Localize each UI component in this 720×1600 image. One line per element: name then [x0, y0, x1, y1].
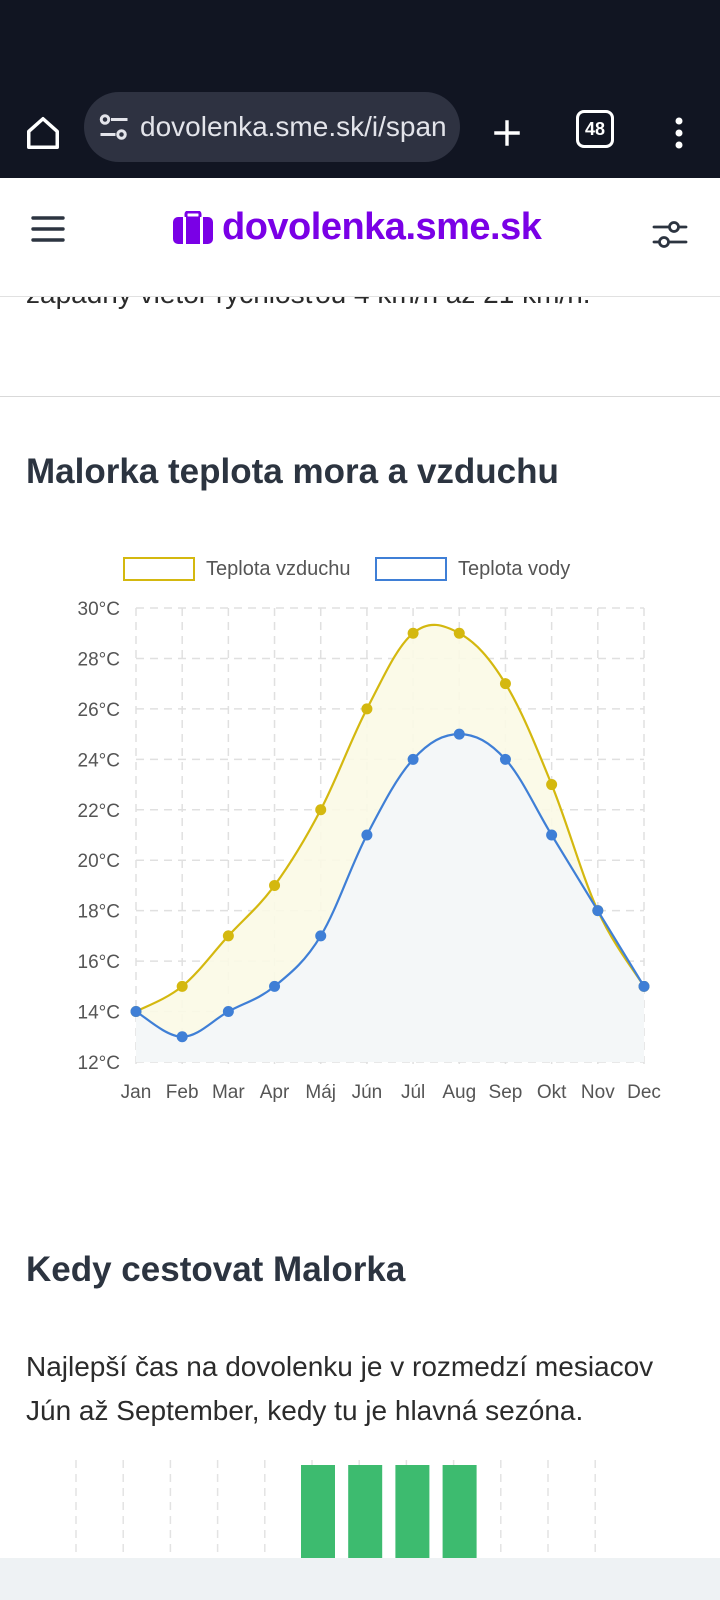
data-point — [407, 627, 419, 639]
logo-text: dovolenka.sme.sk — [222, 206, 542, 248]
filter-settings-icon[interactable] — [652, 218, 688, 252]
suitcase-icon — [173, 210, 213, 244]
data-point — [361, 829, 373, 841]
site-settings-icon[interactable] — [96, 109, 132, 145]
y-tick-label: 28°C — [78, 649, 120, 670]
x-tick-label: Nov — [581, 1082, 615, 1103]
data-point — [453, 627, 465, 639]
series-area-1 — [136, 734, 644, 1062]
site-logo[interactable]: dovolenka.sme.sk — [172, 206, 542, 249]
tab-switcher-button[interactable]: 48 — [576, 110, 614, 148]
bottom-band — [0, 1558, 720, 1600]
season-bar — [442, 1465, 477, 1560]
legend-swatch — [375, 557, 447, 581]
y-tick-label: 12°C — [78, 1053, 120, 1074]
section-divider — [0, 396, 720, 397]
data-point — [130, 1006, 142, 1018]
home-button[interactable] — [20, 110, 66, 156]
data-point — [269, 879, 281, 891]
season-bar — [348, 1465, 383, 1560]
data-point — [222, 1006, 234, 1018]
data-point — [592, 905, 604, 917]
y-tick-label: 16°C — [78, 952, 120, 973]
y-tick-label: 30°C — [78, 599, 120, 620]
y-tick-label: 20°C — [78, 851, 120, 872]
x-tick-label: Dec — [627, 1082, 661, 1103]
browser-menu-button[interactable] — [664, 108, 694, 158]
chart-section-title: Malorka teplota mora a vzduchu — [26, 452, 559, 491]
data-point — [176, 1031, 188, 1043]
season-chart — [0, 1460, 720, 1560]
x-tick-label: Okt — [537, 1082, 567, 1103]
y-tick-label: 22°C — [78, 801, 120, 822]
status-bar-area — [0, 0, 720, 88]
y-tick-label: 26°C — [78, 700, 120, 721]
x-tick-label: Apr — [260, 1082, 290, 1103]
data-point — [499, 678, 511, 690]
season-bar — [395, 1465, 430, 1560]
more-vert-icon — [675, 117, 683, 149]
data-point — [407, 753, 419, 765]
x-tick-label: Jún — [352, 1082, 383, 1103]
travel-section-title: Kedy cestovat Malorka — [26, 1250, 406, 1289]
x-tick-label: Mar — [212, 1082, 245, 1103]
x-tick-label: Feb — [166, 1082, 199, 1103]
data-point — [499, 753, 511, 765]
hamburger-menu-icon[interactable] — [30, 213, 66, 245]
legend-label: Teplota vody — [458, 558, 570, 580]
data-point — [361, 703, 373, 715]
address-bar[interactable]: dovolenka.sme.sk/i/span — [84, 92, 460, 162]
x-tick-label: Aug — [442, 1082, 476, 1103]
data-point — [546, 779, 558, 791]
temperature-chart: 12°C 14°C 16°C 18°C 20°C 22°C 24°C 26°C 28°C 30°C… — [0, 540, 720, 1120]
home-icon — [27, 117, 59, 149]
url-text[interactable]: dovolenka.sme.sk/i/span — [140, 111, 447, 142]
temperature-chart-svg: 12°C 14°C 16°C 18°C 20°C 22°C 24°C 26°C 28°C 30°C… — [78, 557, 661, 1103]
data-point — [315, 930, 327, 942]
season-chart-svg — [75, 1460, 596, 1560]
browser-toolbar: dovolenka.sme.sk/i/span 48 — [0, 88, 720, 178]
data-point — [222, 930, 234, 942]
legend-swatch — [123, 557, 195, 581]
data-point — [638, 980, 650, 992]
x-tick-label: Sep — [489, 1082, 523, 1103]
travel-section-text: Najlepší čas na dovolenku je v rozmedzí … — [26, 1351, 654, 1426]
legend-label: Teplota vzduchu — [206, 558, 351, 580]
season-bar — [301, 1465, 335, 1560]
plus-icon — [494, 120, 520, 146]
x-tick-label: Máj — [305, 1082, 336, 1103]
data-point — [315, 804, 327, 816]
site-header: dovolenka.sme.sk — [0, 178, 720, 297]
data-point — [176, 980, 188, 992]
data-point — [546, 829, 558, 841]
y-tick-label: 18°C — [78, 902, 120, 923]
y-tick-label: 14°C — [78, 1003, 120, 1024]
x-tick-label: Júl — [401, 1082, 425, 1103]
new-tab-button[interactable] — [482, 108, 532, 158]
data-point — [269, 980, 281, 992]
data-point — [453, 728, 465, 740]
y-tick-label: 24°C — [78, 750, 120, 771]
x-tick-label: Jan — [121, 1082, 152, 1103]
